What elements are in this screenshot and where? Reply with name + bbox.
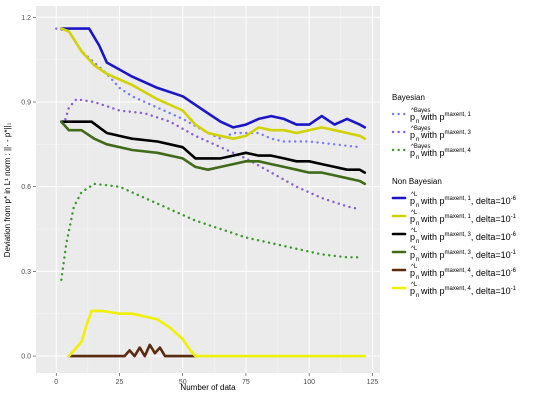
legend-label: with pmaxent, 1, delta=10-1 (420, 214, 517, 224)
series-line-5 (59, 27, 367, 140)
series-line-4 (59, 27, 367, 129)
legend-accent: ^L (411, 264, 418, 270)
legend-label-base: p (410, 286, 415, 296)
series-line-6 (59, 120, 367, 174)
x-axis-title: Number of data (180, 383, 236, 392)
x-tick-label: 125 (367, 379, 379, 386)
legend-group-title: Non Bayesian (392, 177, 442, 186)
x-axis-ticks: 0 25 50 75 100 125 (54, 373, 378, 386)
x-tick-label: 50 (179, 379, 187, 386)
legend-label-base: p (410, 196, 415, 206)
legend-label-base: p (410, 112, 415, 122)
y-tick-label: 1.2 (21, 15, 31, 22)
legend-label-base: p (410, 148, 415, 158)
x-tick-label: 75 (242, 379, 250, 386)
y-tick-label: 0.3 (21, 269, 31, 276)
grid-minor (36, 6, 380, 373)
legend-label-sub: n (416, 137, 419, 143)
series-line-8 (67, 343, 197, 358)
legend-label-base: p (410, 130, 415, 140)
legend-accent: ^L (411, 210, 418, 216)
legend-accent: ^Bayes (411, 126, 431, 132)
legend-label: with pmaxent, 4, delta=10-1 (420, 286, 517, 296)
plot-panel (36, 6, 380, 373)
legend-label-sub: n (416, 155, 419, 161)
legend-entry-9: ^Lp n with pmaxent, 4, delta=10-1 (391, 281, 517, 299)
series-line-2 (62, 97, 361, 211)
legend-label: with pmaxent, 1 (420, 112, 472, 122)
legend-label-base: p (410, 214, 415, 224)
legend-label: with pmaxent, 1, delta=10-6 (420, 196, 517, 206)
legend-accent: ^Bayes (411, 144, 431, 150)
x-tick-label: 25 (116, 379, 124, 386)
y-tick-label: 0.9 (21, 99, 31, 106)
legend-label-sub: n (416, 257, 419, 263)
legend-label-base: p (410, 232, 415, 242)
legend-accent: ^Bayes (411, 108, 431, 114)
legend-group-title: Bayesian (392, 93, 425, 102)
legend-label-sub: n (416, 275, 419, 281)
y-tick-label: 0.6 (21, 184, 31, 191)
legend-label-sub: n (416, 239, 419, 245)
legend-accent: ^L (411, 192, 418, 198)
legend-label: with pmaxent, 3 (420, 130, 472, 140)
series-line-3 (60, 182, 361, 281)
y-tick-label: 0.0 (21, 354, 31, 361)
legend-label: with pmaxent, 4 (420, 148, 472, 158)
legend-label-sub: n (416, 203, 419, 209)
legend-label-sub: n (416, 221, 419, 227)
legend-entry-6: ^Lp n with pmaxent, 3, delta=10-6 (391, 227, 517, 245)
legend-label-base: p (410, 268, 415, 278)
legend-label: with pmaxent, 3, delta=10-6 (420, 232, 517, 242)
legend-label: with pmaxent, 3, delta=10-1 (420, 250, 517, 260)
series-layer (55, 27, 367, 358)
series-line-7 (59, 120, 367, 186)
x-tick-label: 100 (303, 379, 315, 386)
series-line-9 (67, 309, 367, 358)
legend-label-base: p (410, 250, 415, 260)
y-axis-title: Deviation from p* in L¹ norm : ||· - p*|… (3, 122, 12, 257)
legend-accent: ^L (411, 228, 418, 234)
legend-label-sub: n (416, 119, 419, 125)
legend-label: with pmaxent, 4, delta=10-6 (420, 268, 517, 278)
y-axis-ticks: 0.0 0.3 0.6 0.9 1.2 (21, 15, 36, 361)
legend-entry-5: ^Lp n with pmaxent, 1, delta=10-1 (391, 209, 517, 227)
x-tick-label: 0 (54, 379, 58, 386)
grid-major (36, 6, 380, 373)
legend-accent: ^L (411, 282, 418, 288)
legend-entry-8: ^Lp n with pmaxent, 4, delta=10-6 (391, 263, 517, 281)
legend-entry-7: ^Lp n with pmaxent, 3, delta=10-1 (391, 245, 517, 263)
legend-label-sub: n (416, 293, 419, 299)
legend-accent: ^L (411, 246, 418, 252)
legend-entry-4: ^Lp n with pmaxent, 1, delta=10-6 (391, 191, 517, 209)
